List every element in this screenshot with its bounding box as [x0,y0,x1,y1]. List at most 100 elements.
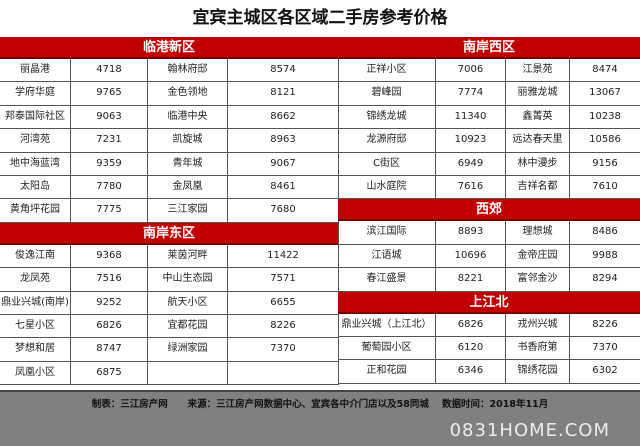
table-row: 凤凰小区 6875 [0,361,338,386]
estate-name: 莱茵河畔 [148,244,228,268]
estate-name: 河湾苑 [0,129,71,152]
estate-price: 8226 [270,319,296,331]
estate-name: 地中海蓝湾 [0,152,71,175]
estate-name: 山水庭院 [338,175,436,199]
table-row: 河湾苑 7231 凯旋城 8963 [0,129,338,153]
estate-name: 鑫菁英 [506,105,570,129]
page-title: 宜宾主城区各区域二手房参考价格 [192,8,448,28]
estate-price: 9359 [71,152,148,175]
left-column: 临港新区 丽晶港 4718 翰林府邸 8574 学府华庭 9765 金色领地 8121 邦泰国际社… [0,37,339,386]
estate-name [148,361,228,385]
table-row: 太阳岛 7780 金凤凰 8461 [0,175,338,200]
table-row: 鼎业兴城（上江北） 6826 戎州兴城 8226 [338,313,640,337]
table-row: 正祥小区 7006 江景苑 8474 [338,59,640,83]
estate-name: 鼎业兴城（上江北） [338,313,436,336]
estate-name: 戎州兴城 [506,313,570,336]
table-row: 葡萄园小区 6120 书香府第 7370 [338,336,640,361]
estate-name: 吉祥名都 [506,175,570,199]
table-row: 滨江国际 8893 理想城 8486 [338,221,640,245]
estate-price: 8121 [270,87,296,99]
estate-name: 七星小区 [0,314,71,338]
estate-price: 10696 [436,244,506,268]
district-header: 南岸西区 [338,37,640,59]
estate-price: 7680 [270,204,296,216]
estate-price: 10923 [436,129,506,152]
table-row: 正和花园 6346 锦绣花园 6302 [338,360,640,384]
estate-price: 7571 [270,273,296,285]
estate-price [228,362,338,384]
estate-name: 富邻金沙 [506,268,570,291]
estate-price: 8221 [436,268,506,291]
estate-price: 8294 [592,273,618,285]
estate-price: 9368 [71,244,148,268]
estate-name: 正和花园 [338,360,436,383]
estate-price: 7780 [71,175,148,199]
district-header: 上江北 [338,291,640,314]
estate-price: 7006 [436,59,506,82]
estate-name: 正祥小区 [338,59,436,82]
table-row: 黄角坪花园 7775 三江家园 7680 [0,199,338,223]
estate-name: 邦泰国际社区 [0,105,71,129]
estate-name: 梦想和居 [0,338,71,361]
table-row: 龙源府邸 10923 远达春天里 10586 [338,129,640,153]
estate-name: 金色领地 [148,82,228,105]
estate-name: 太阳岛 [0,175,71,199]
estate-price: 8893 [436,221,506,244]
estate-name: 江景苑 [506,59,570,82]
district-header: 西郊 [338,199,640,222]
estate-name: 江语城 [338,244,436,268]
estate-price: 7616 [436,175,506,199]
table-row: 七星小区 6826 宜都花园 8226 [0,314,338,339]
estate-price: 4718 [71,59,148,82]
estate-name: C街区 [338,152,436,175]
estate-name: 凯旋城 [148,129,228,152]
estate-name: 航天小区 [148,291,228,314]
estate-price: 7775 [71,199,148,222]
table-row: 丽晶港 4718 翰林府邸 8574 [0,59,338,83]
footer-source: 制表：三江房产网 来源：三江房产网数据中心、宜宾各中介门店以及58同城 数据时间… [91,399,549,410]
estate-price: 10586 [589,134,621,146]
estate-price: 8474 [592,64,618,75]
estate-price: 6949 [436,152,506,175]
estate-price: 8226 [592,318,618,330]
estate-price: 9156 [592,157,618,169]
estate-name: 远达春天里 [506,129,570,152]
estate-price: 11340 [436,105,506,129]
estate-price: 9063 [71,105,148,129]
estate-name: 凤凰小区 [0,361,71,385]
estate-price: 9252 [71,291,148,314]
estate-name: 青年城 [148,152,228,175]
estate-price: 7774 [436,82,506,105]
table-row: 锦绣龙城 11340 鑫菁英 10238 [338,105,640,130]
footer: 制表：三江房产网 来源：三江房产网数据中心、宜宾各中介门店以及58同城 数据时间… [0,390,640,446]
estate-price: 10238 [589,110,621,122]
estate-price: 7231 [71,129,148,152]
estate-price: 7370 [592,341,618,353]
estate-name: 翰林府邸 [148,59,228,82]
estate-name: 锦绣龙城 [338,105,436,129]
estate-name: 碧峰园 [338,82,436,105]
estate-name: 鼎业兴城(南岸) [0,291,71,314]
table-row: 山水庭院 7616 吉祥名都 7610 [338,175,640,200]
estate-name: 龙凤苑 [0,268,71,291]
table-row: 梦想和居 8747 绿洲家园 7370 [0,338,338,362]
table-row: C街区 6949 林中漫步 9156 [338,152,640,176]
estate-name: 宜都花园 [148,314,228,338]
table-row: 学府华庭 9765 金色领地 8121 [0,82,338,106]
table-row: 俊逸江南 9368 莱茵河畔 11422 [0,244,338,269]
table-row: 春江盛景 8221 富邻金沙 8294 [338,268,640,292]
table-row: 地中海蓝湾 9359 青年城 9067 [0,152,338,176]
estate-price: 9765 [71,82,148,105]
estate-price: 13067 [589,87,621,99]
estate-price: 6826 [71,314,148,338]
estate-price: 8662 [270,110,296,122]
estate-name: 林中漫步 [506,152,570,175]
estate-name: 临港中央 [148,105,228,129]
estate-price: 9067 [270,157,296,169]
estate-price: 6346 [436,360,506,383]
estate-price: 8486 [592,226,618,238]
estate-price: 8963 [270,134,296,146]
right-column: 南岸西区 正祥小区 7006 江景苑 8474 碧峰园 7774 丽雅龙城 13067 锦绣龙城 1… [338,37,640,384]
table-row: 碧峰园 7774 丽雅龙城 13067 [338,82,640,106]
estate-name: 滨江国际 [338,221,436,244]
